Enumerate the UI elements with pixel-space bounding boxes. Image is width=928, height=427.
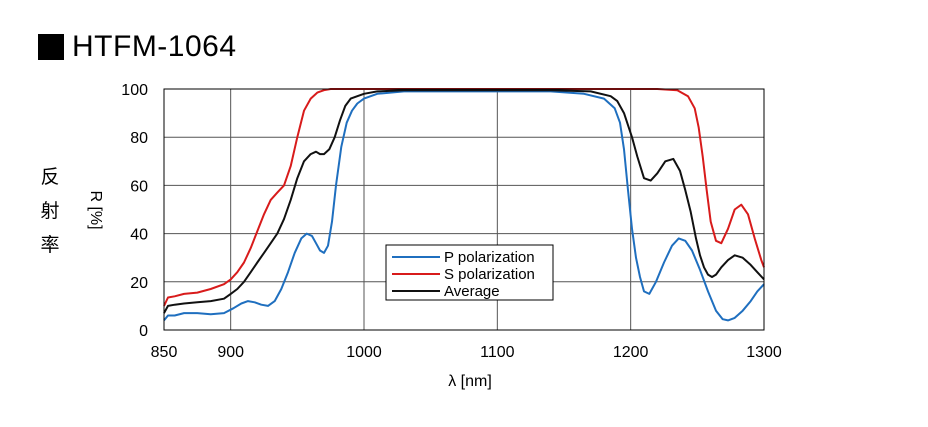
- legend-label: P polarization: [444, 249, 535, 266]
- y-tick-label: 100: [121, 82, 148, 99]
- x-tick-label: 1300: [746, 344, 782, 361]
- x-tick-label: 900: [217, 344, 244, 361]
- y-tick-labels: 0 20 40 60 80 100: [121, 82, 148, 340]
- title-bullet-square: [38, 34, 64, 60]
- y-tick-label: 40: [130, 227, 148, 244]
- side-label-char-3: 率: [40, 234, 60, 256]
- chart-title: HTFM-1064: [38, 27, 237, 67]
- y-tick-label: 80: [130, 130, 148, 147]
- x-tick-label: 1100: [480, 344, 515, 361]
- y-tick-label: 20: [130, 275, 148, 292]
- y-tick-label: 60: [130, 178, 148, 195]
- legend-label: Average: [444, 283, 500, 300]
- legend-label: S polarization: [444, 266, 535, 283]
- y-axis-label: R [%]: [87, 190, 104, 229]
- series-line-average: [163, 89, 765, 314]
- side-label-char-2: 射: [40, 200, 60, 222]
- side-label-char-1: 反: [40, 166, 60, 188]
- title-text: HTFM-1064: [72, 30, 237, 63]
- x-tick-label: 1200: [613, 344, 649, 361]
- x-tick-labels: 850 900 1000 1100 1200 1300: [151, 344, 782, 361]
- reflectance-side-label: 反 射 率: [38, 160, 62, 262]
- x-axis-label: λ [nm]: [448, 373, 492, 390]
- y-tick-label: 0: [139, 323, 148, 340]
- x-tick-label: 850: [151, 344, 178, 361]
- grid-lines: [164, 89, 764, 330]
- plot-frame: [163, 88, 765, 331]
- x-tick-label: 1000: [346, 344, 382, 361]
- series-line-p-polarization: [163, 90, 765, 322]
